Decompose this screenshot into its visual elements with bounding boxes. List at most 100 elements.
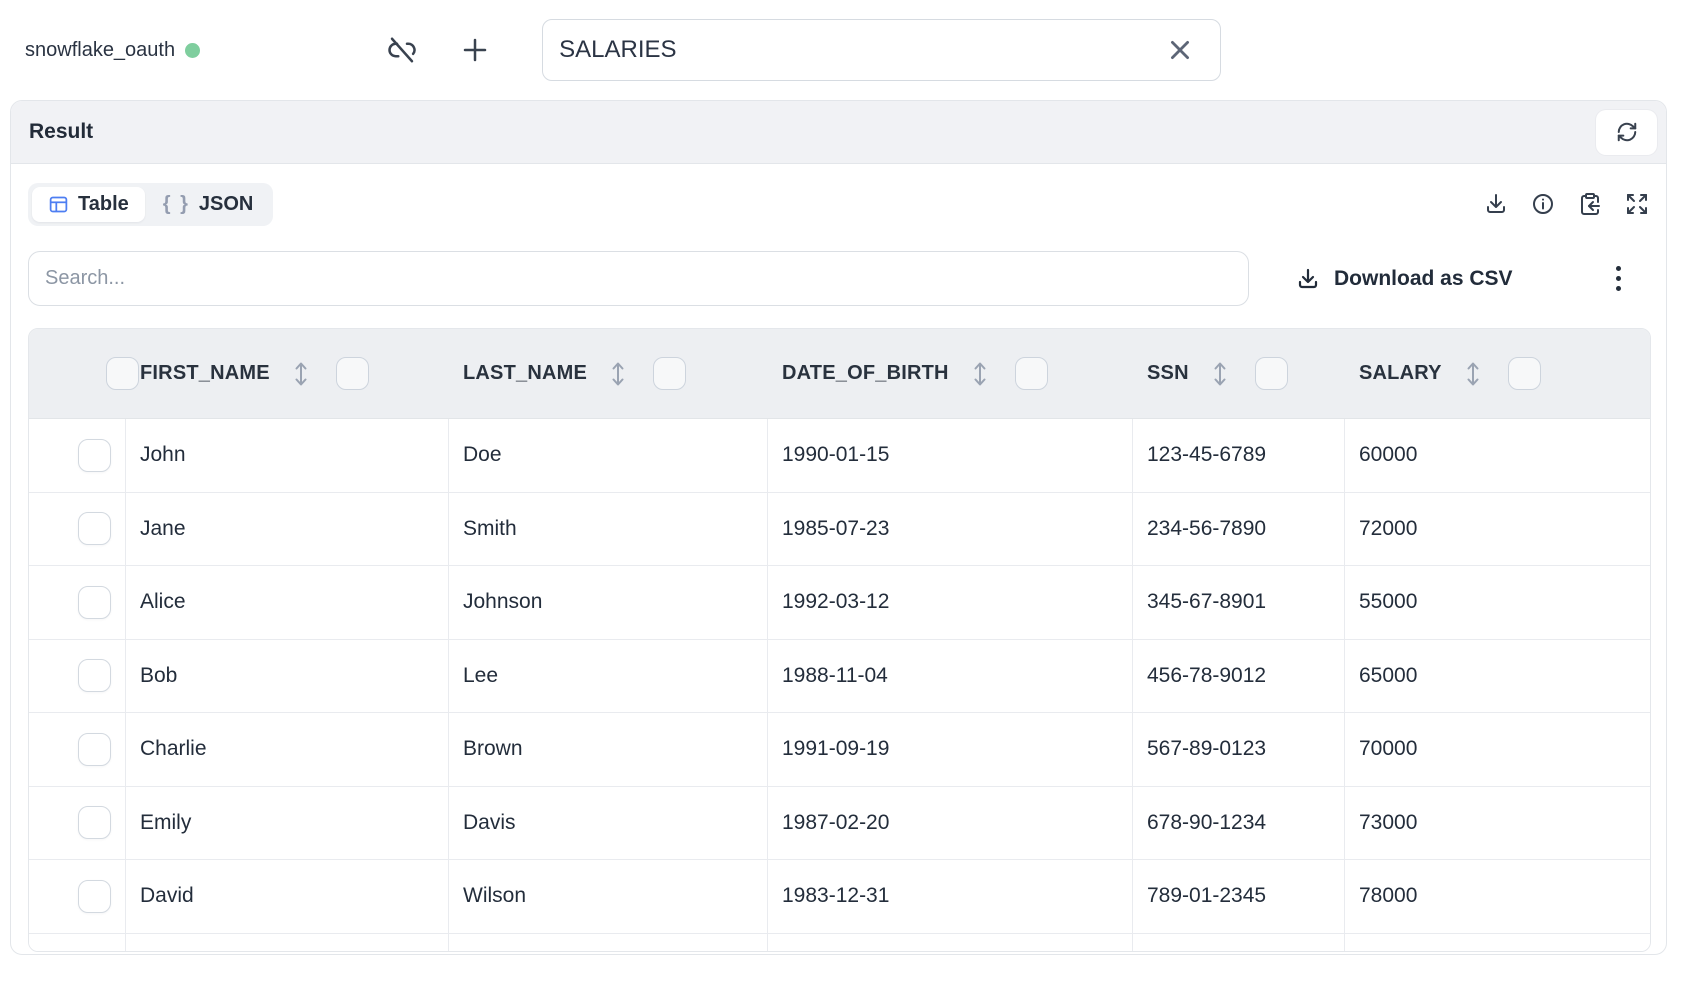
column-label: LAST_NAME [463, 362, 588, 384]
table-row[interactable]: John Doe 1990-01-15 123-45-6789 60000 [29, 419, 1650, 493]
row-checkbox[interactable] [78, 879, 111, 913]
table-body: John Doe 1990-01-15 123-45-6789 60000 Jane Sm… [29, 419, 1650, 951]
tab-table[interactable]: Table [32, 186, 145, 222]
select-all-cell [29, 329, 139, 418]
expand-icon[interactable] [1625, 192, 1649, 216]
empty-cell [126, 933, 449, 951]
cell-ssn: 789-01-2345 [1133, 860, 1345, 933]
column-checkbox[interactable] [335, 357, 369, 390]
refresh-button[interactable] [1596, 109, 1657, 155]
cell-date_of_birth: 1992-03-12 [768, 566, 1133, 639]
row-select-cell [29, 786, 126, 859]
column-header-date_of_birth[interactable]: DATE_OF_BIRTH [768, 329, 1133, 418]
row-select-cell [29, 713, 126, 786]
result-action-icons [1484, 192, 1649, 216]
result-table: FIRST_NAME LAST_NAME DATE_OF_BIRTH SSN S… [28, 328, 1651, 952]
column-header-last_name[interactable]: LAST_NAME [449, 329, 768, 418]
sort-icon[interactable] [973, 360, 987, 388]
row-select-cell [29, 419, 126, 492]
empty-cell [768, 933, 1133, 951]
top-bar: snowflake_oauth [0, 0, 1682, 100]
column-label: SALARY [1359, 362, 1442, 384]
cell-first_name: Bob [126, 639, 449, 712]
cell-last_name: Brown [449, 713, 768, 786]
kebab-menu-button[interactable] [1612, 262, 1625, 295]
cell-first_name: David [126, 860, 449, 933]
cell-last_name: Davis [449, 786, 768, 859]
column-checkbox[interactable] [1014, 357, 1048, 390]
unlink-icon[interactable] [387, 35, 417, 65]
column-label: DATE_OF_BIRTH [782, 362, 949, 384]
table-row[interactable]: David Wilson 1983-12-31 789-01-2345 78000 [29, 860, 1650, 934]
cell-salary: 73000 [1359, 810, 1418, 834]
row-select-cell [29, 492, 126, 565]
refresh-icon [1617, 122, 1636, 142]
table-row[interactable]: Bob Lee 1988-11-04 456-78-9012 65000 [29, 639, 1650, 713]
download-csv-icon [1298, 268, 1318, 288]
row-select-cell [29, 639, 126, 712]
cell-salary: 60000 [1359, 443, 1418, 467]
column-label: FIRST_NAME [140, 362, 270, 384]
cell-first_name: Charlie [126, 713, 449, 786]
column-header-salary[interactable]: SALARY [1345, 329, 1650, 418]
column-checkbox[interactable] [1507, 357, 1541, 390]
cell-last_name: Lee [449, 639, 768, 712]
view-tabs: Table { } JSON [28, 182, 274, 226]
cell-ssn: 123-45-6789 [1133, 419, 1345, 492]
column-label: SSN [1147, 362, 1189, 384]
table-row[interactable]: Alice Johnson 1992-03-12 345-67-8901 55000 [29, 566, 1650, 640]
tab-json[interactable]: { } JSON [147, 187, 270, 222]
download-icon[interactable] [1484, 192, 1508, 216]
cell-date_of_birth: 1991-09-19 [768, 713, 1133, 786]
table-row[interactable]: Charlie Brown 1991-09-19 567-89-0123 70000 [29, 713, 1650, 787]
sort-icon[interactable] [294, 360, 308, 388]
cell-last_name: Doe [449, 419, 768, 492]
clear-input-icon[interactable] [1167, 37, 1193, 63]
search-row: Download as CSV [28, 251, 1649, 306]
cell-first_name: Jane [126, 492, 449, 565]
download-csv-button[interactable]: Download as CSV [1296, 267, 1513, 291]
cell-salary: 70000 [1359, 737, 1418, 761]
cell-last_name: Smith [449, 492, 768, 565]
sort-icon[interactable] [1213, 360, 1227, 388]
cell-ssn: 456-78-9012 [1133, 639, 1345, 712]
result-panel-body: Table { } JSON [11, 181, 1666, 952]
result-panel: Result Table [10, 100, 1667, 955]
select-all-checkbox[interactable] [106, 357, 139, 390]
sort-icon[interactable] [1466, 360, 1480, 388]
column-checkbox[interactable] [1254, 357, 1288, 390]
cell-first_name: John [126, 419, 449, 492]
plus-icon[interactable] [460, 35, 490, 65]
connection-info: snowflake_oauth [25, 39, 201, 62]
clipboard-paste-icon[interactable] [1578, 192, 1602, 216]
cell-ssn: 567-89-0123 [1133, 713, 1345, 786]
cell-date_of_birth: 1985-07-23 [768, 492, 1133, 565]
sort-icon[interactable] [611, 360, 625, 388]
info-icon[interactable] [1531, 192, 1555, 216]
result-panel-header: Result [11, 101, 1666, 164]
row-checkbox[interactable] [78, 585, 111, 619]
row-checkbox[interactable] [78, 659, 111, 693]
column-header-ssn[interactable]: SSN [1133, 329, 1345, 418]
row-checkbox[interactable] [78, 732, 111, 766]
cell-salary: 78000 [1359, 884, 1418, 908]
cell-salary: 72000 [1359, 516, 1418, 540]
tab-table-label: Table [78, 192, 129, 215]
table-header-row: FIRST_NAME LAST_NAME DATE_OF_BIRTH SSN S… [29, 329, 1650, 419]
table-name-input[interactable] [542, 19, 1222, 81]
braces-icon: { } [162, 192, 190, 215]
search-input[interactable] [28, 251, 1249, 306]
table-name-field [542, 19, 1222, 81]
column-checkbox[interactable] [653, 357, 687, 390]
cell-ssn: 234-56-7890 [1133, 492, 1345, 565]
table-row[interactable]: Emily Davis 1987-02-20 678-90-1234 73000 [29, 786, 1650, 860]
cell-salary: 65000 [1359, 663, 1418, 687]
column-header-first_name[interactable]: FIRST_NAME [126, 329, 449, 418]
row-checkbox[interactable] [78, 512, 111, 546]
cell-ssn: 678-90-1234 [1133, 786, 1345, 859]
table-row[interactable]: Jane Smith 1985-07-23 234-56-7890 72000 [29, 492, 1650, 566]
tab-json-label: JSON [198, 192, 254, 215]
row-checkbox[interactable] [78, 438, 111, 472]
row-checkbox[interactable] [78, 806, 111, 840]
